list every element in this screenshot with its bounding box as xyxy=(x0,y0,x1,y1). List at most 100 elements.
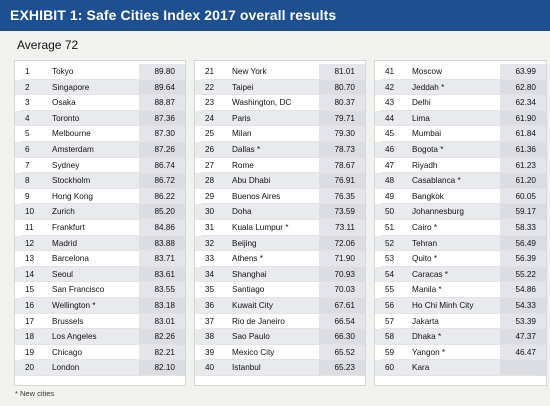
city-name: Stockholm xyxy=(52,176,91,186)
city-name: Moscow xyxy=(412,67,443,76)
row-divider xyxy=(381,218,540,220)
table-row: 20 London 82.10 xyxy=(15,360,185,376)
table-row: 8 Stockholm 86.72 xyxy=(15,173,185,189)
row-divider xyxy=(201,281,359,283)
score-band xyxy=(500,251,546,267)
index-score: 86.22 xyxy=(154,191,176,201)
table-row: 22 Taipei 80.70 xyxy=(195,79,365,96)
rank-number: 46 xyxy=(385,145,395,154)
city-name: Quito * xyxy=(412,254,438,264)
score-band xyxy=(319,344,365,361)
index-score: 83.55 xyxy=(154,285,176,295)
score-band xyxy=(319,188,365,205)
row-divider xyxy=(381,156,540,158)
city-name: New York xyxy=(232,67,267,76)
rank-number: 45 xyxy=(385,129,395,139)
average-label: Average 72 xyxy=(17,38,79,52)
city-name: Frankfurt xyxy=(52,223,85,232)
city-name: Milan xyxy=(232,129,252,139)
city-name: Washington, DC xyxy=(232,98,292,108)
index-score: 79.30 xyxy=(334,129,356,139)
score-band xyxy=(500,79,546,96)
row-divider xyxy=(21,250,179,252)
score-band xyxy=(139,95,185,111)
table-row: 56 Ho Chi Minh City 54.33 xyxy=(375,298,546,314)
score-band xyxy=(500,173,546,189)
city-name: Taipei xyxy=(232,82,254,92)
table-row: 60 Kara xyxy=(375,360,546,376)
row-divider xyxy=(21,125,179,127)
city-name: Osaka xyxy=(52,98,76,108)
score-band xyxy=(139,220,185,236)
rank-number: 22 xyxy=(205,82,215,92)
row-divider xyxy=(201,109,359,111)
index-score: 54.33 xyxy=(515,301,537,310)
score-band xyxy=(319,157,365,174)
index-score: 87.26 xyxy=(154,145,176,154)
city-name: Bogota * xyxy=(412,145,444,154)
index-score: 82.10 xyxy=(154,363,176,373)
rank-number: 41 xyxy=(385,67,395,76)
score-band xyxy=(139,266,185,283)
row-divider xyxy=(21,156,179,158)
city-name: Caracas * xyxy=(412,269,448,279)
table-row: 48 Casablanca * 61.20 xyxy=(375,173,546,189)
row-divider xyxy=(21,234,179,236)
row-divider xyxy=(21,218,179,220)
rank-number: 9 xyxy=(25,191,30,201)
table-row: 51 Cairo * 58.33 xyxy=(375,220,546,236)
table-row: 19 Chicago 82.21 xyxy=(15,344,185,361)
city-name: Amsterdam xyxy=(52,145,94,154)
table-row: 49 Bangkok 60.05 xyxy=(375,188,546,205)
table-row: 36 Kuwait City 67.61 xyxy=(195,298,365,314)
city-name: Barcelona xyxy=(52,254,89,264)
table-row: 17 Brussels 83.01 xyxy=(15,313,185,330)
city-name: Lima xyxy=(412,113,430,123)
city-name: Manila * xyxy=(412,285,442,295)
row-divider xyxy=(21,109,179,111)
rank-number: 36 xyxy=(205,301,215,310)
rank-number: 42 xyxy=(385,82,395,92)
city-name: Istanbul xyxy=(232,363,261,373)
rank-number: 31 xyxy=(205,223,215,232)
score-band xyxy=(139,360,185,376)
row-divider xyxy=(381,140,540,142)
city-name: Tehran xyxy=(412,238,438,248)
rank-number: 11 xyxy=(25,223,34,232)
rank-number: 39 xyxy=(205,347,215,357)
score-band xyxy=(319,360,365,376)
city-name: Mumbai xyxy=(412,129,442,139)
table-row: 40 Istanbul 65.23 xyxy=(195,360,365,376)
rank-number: 43 xyxy=(385,98,395,108)
score-band xyxy=(319,79,365,96)
row-divider xyxy=(21,296,179,298)
city-name: Beijing xyxy=(232,238,257,248)
exhibit-title-bar: EXHIBIT 1: Safe Cities Index 2017 overal… xyxy=(0,0,550,31)
index-score: 67.61 xyxy=(334,301,356,310)
rank-number: 51 xyxy=(385,223,395,232)
rank-number: 30 xyxy=(205,207,215,217)
index-score: 79.71 xyxy=(334,113,356,123)
table-row: 3 Osaka 88.87 xyxy=(15,95,185,111)
score-band xyxy=(139,329,185,345)
rank-number: 34 xyxy=(205,269,215,279)
index-score: 65.23 xyxy=(334,363,356,373)
index-score: 58.33 xyxy=(515,223,537,232)
row-divider xyxy=(21,359,179,361)
row-divider xyxy=(381,374,540,376)
index-score: 54.86 xyxy=(515,285,537,295)
rank-number: 13 xyxy=(25,254,35,264)
index-score: 63.99 xyxy=(515,67,537,76)
score-band xyxy=(500,157,546,174)
table-row: 43 Delhi 62.34 xyxy=(375,95,546,111)
exhibit-title: EXHIBIT 1: Safe Cities Index 2017 overal… xyxy=(10,7,337,23)
row-divider xyxy=(381,203,540,205)
score-band xyxy=(500,298,546,314)
rank-number: 40 xyxy=(205,363,215,373)
score-band xyxy=(319,329,365,345)
rank-column-1: 1 Tokyo 89.80 2 Singapore 89.64 3 Osaka 88.87 4 To… xyxy=(14,60,186,386)
score-band xyxy=(500,360,546,376)
rank-number: 56 xyxy=(385,301,395,310)
rank-number: 16 xyxy=(25,301,35,310)
city-name: Kara xyxy=(412,363,430,373)
